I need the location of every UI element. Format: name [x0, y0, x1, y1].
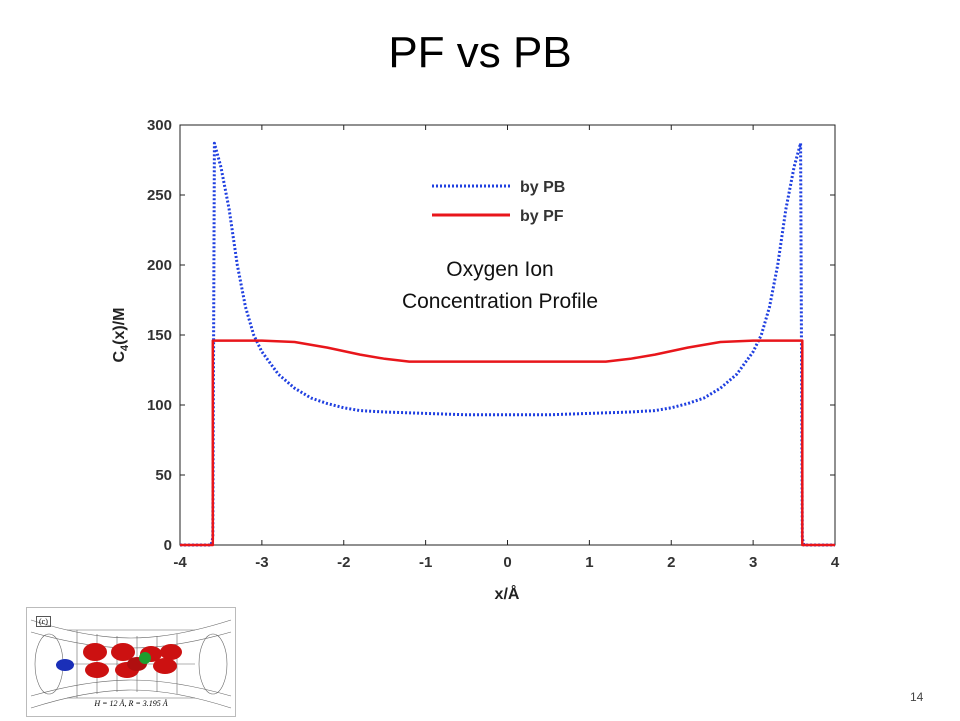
y-axis-label-subscript: 4 — [119, 344, 131, 351]
series-lines — [180, 141, 835, 547]
y-tick-label-2: 100 — [147, 397, 172, 414]
y-tick-label-4: 200 — [147, 257, 172, 274]
annotation-line-2: Concentration Profile — [401, 290, 599, 313]
y-tick-label-5: 250 — [147, 187, 172, 204]
legend: by PB by PF — [432, 179, 565, 225]
y-axis-label: C4(x)/M — [111, 307, 131, 362]
page-number: 14 — [910, 690, 924, 704]
plot-frame — [179, 124, 836, 546]
x-tick-label-3: -1 — [419, 554, 432, 571]
x-axis-label: x/Å — [495, 584, 520, 603]
series-line-by-pf — [180, 339, 835, 547]
x-tick-label-2: -2 — [337, 554, 350, 571]
x-tick-label-0: -4 — [173, 554, 187, 571]
y-tick-label-3: 150 — [147, 327, 172, 344]
y-tick-label-6: 300 — [147, 117, 172, 134]
slide-title: PF vs PB — [388, 28, 572, 77]
annotation-line-1: Oxygen Ion — [446, 258, 554, 281]
legend-label-pf: by PF — [520, 208, 564, 225]
y-axis-label-main: C — [111, 351, 128, 363]
series-line-by-pb — [180, 141, 835, 547]
nanopore-inset-image: (c) H = 12 Å, R = 3.195 Å — [26, 607, 236, 717]
x-tick-label-8: 4 — [831, 554, 840, 571]
y-tick-label-1: 50 — [155, 467, 172, 484]
x-tick-label-1: -3 — [255, 554, 268, 571]
axis-ticks: -4 -3 -2 -1 0 1 2 3 4 0 50 100 150 200 250 300 — [147, 117, 840, 571]
x-tick-label-5: 1 — [585, 554, 593, 571]
x-tick-label-6: 2 — [667, 554, 675, 571]
y-tick-label-0: 0 — [164, 537, 172, 554]
legend-label-pb: by PB — [520, 179, 565, 196]
x-tick-label-4: 0 — [503, 554, 511, 571]
x-tick-label-7: 3 — [749, 554, 757, 571]
inset-tag: (c) — [36, 616, 51, 627]
inset-caption: H = 12 Å, R = 3.195 Å — [94, 699, 168, 708]
y-axis-label-rest: (x)/M — [111, 307, 128, 344]
nanopore-illustration — [30, 619, 232, 709]
